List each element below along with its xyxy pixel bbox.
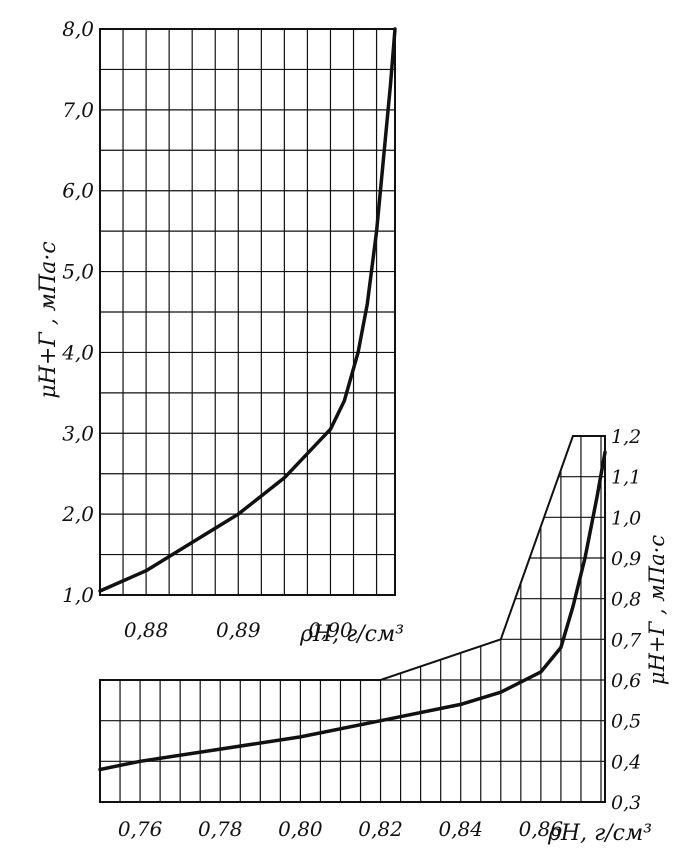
lower-y-tick-label: 1,2 [611, 426, 641, 448]
upper-y-tick-label: 3,0 [62, 421, 94, 445]
lower-y-tick-labels: 0,3 0,4 0,5 0,6 0,7 0,8 0,9 1,0 1,1 1,2 [611, 426, 642, 814]
upper-x-tick-labels: 0,88 0,89 0,90 [124, 618, 353, 642]
lower-y-tick-label: 0,9 [611, 548, 641, 570]
upper-y-tick-label: 7,0 [62, 98, 94, 122]
lower-x-axis-label: ρН, г/см³ [547, 821, 652, 846]
lower-x-tick-label: 0,78 [198, 817, 243, 841]
upper-series-line [98, 27, 397, 593]
upper-y-tick-label: 2,0 [61, 502, 94, 526]
lower-y-tick-label: 0,6 [611, 670, 641, 692]
upper-y-tick-label: 1,0 [62, 583, 94, 607]
lower-frame [99, 435, 606, 803]
lower-x-tick-label: 0,76 [118, 817, 163, 841]
upper-y-tick-labels: 1,0 2,0 3,0 4,0 5,0 6,0 7,0 8,0 [61, 17, 94, 607]
lower-y-tick-label: 1,1 [611, 467, 641, 489]
lower-x-tick-label: 0,84 [438, 817, 483, 841]
lower-x-tick-label: 0,80 [278, 817, 323, 841]
lower-x-tick-label: 0,86 [519, 817, 564, 841]
upper-frame [99, 28, 396, 596]
lower-y-tick-label: 0,3 [611, 792, 641, 814]
upper-x-tick-label: 0,89 [216, 618, 261, 642]
lower-chart: 0,30,40,50,60,70,80,91,01,11,2 0,76 0,78 0… [98, 426, 669, 846]
upper-grid [99, 28, 395, 596]
lower-y-tick-label: 0,5 [611, 711, 641, 733]
lower-y-tick-label: 0,7 [611, 629, 642, 651]
lower-x-tick-label: 0,82 [358, 817, 403, 841]
lower-series-line [98, 450, 607, 772]
upper-y-tick-label: 8,0 [62, 17, 94, 41]
upper-plot-border [99, 28, 396, 596]
lower-y-tick-label: 0,4 [611, 751, 641, 773]
lower-y-tick-label: 0,8 [611, 589, 641, 611]
upper-curve-layer [98, 27, 397, 593]
lower-curve-layer [98, 450, 607, 772]
lower-plot-border [99, 435, 606, 803]
lower-x-tick-labels: 0,76 0,78 0,80 0,82 0,84 0,86 [118, 817, 564, 841]
lower-y-axis-label: μН+Г , мПа·с [645, 535, 669, 685]
upper-y-tick-label: 5,0 [62, 260, 94, 284]
upper-y-tick-label: 6,0 [62, 179, 94, 203]
upper-y-axis-label: μН+Г , мПа·с [36, 241, 61, 398]
upper-y-tick-label: 4,0 [61, 340, 94, 364]
upper-x-tick-label: 0,88 [124, 618, 169, 642]
upper-chart: 1,0 2,0 3,0 4,0 5,0 6,0 7,0 8,0 0,88 0,89 0,90 ρН… [36, 17, 404, 647]
upper-x-tick-label: 0,90 [308, 618, 353, 642]
upper-x-axis-label: ρН, г/см³ [299, 622, 404, 647]
lower-y-tick-label: 1,0 [611, 507, 641, 529]
